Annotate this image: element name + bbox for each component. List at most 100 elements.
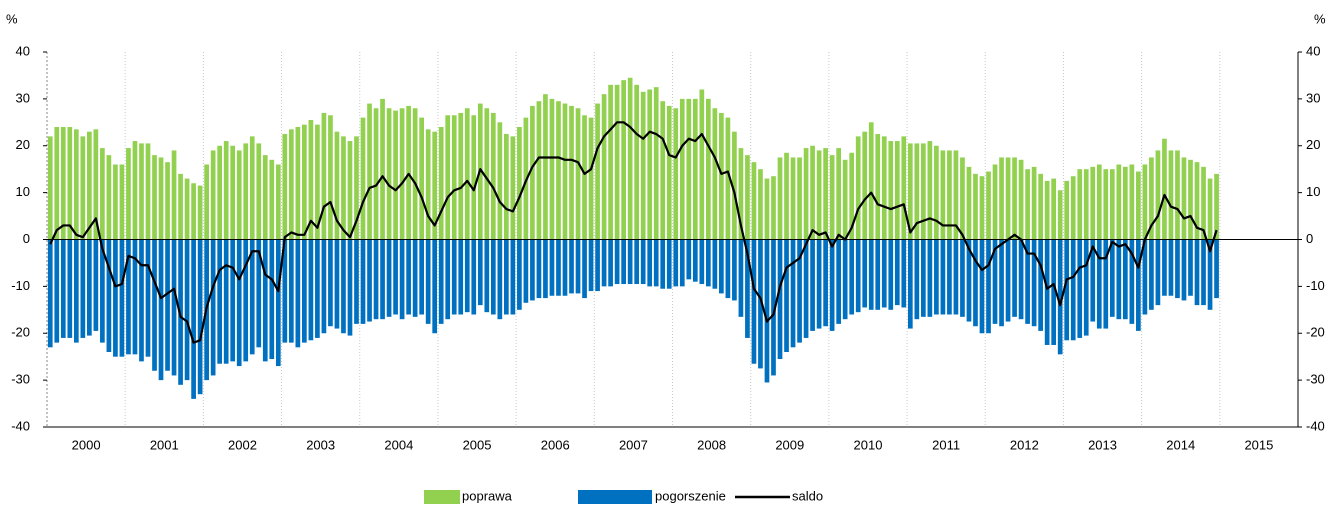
bar	[262, 155, 268, 240]
y-tick-label: -10	[11, 278, 30, 293]
bar	[608, 239, 613, 287]
bar	[536, 239, 542, 299]
bar	[699, 239, 705, 285]
bar	[1096, 239, 1102, 329]
bar	[191, 183, 196, 240]
bar	[816, 150, 822, 240]
bar	[80, 136, 86, 240]
bar	[165, 239, 170, 371]
bar	[100, 239, 105, 343]
bar	[881, 239, 887, 308]
bar	[484, 239, 490, 313]
bar	[464, 239, 470, 313]
bar	[1031, 166, 1037, 240]
bar	[536, 101, 542, 240]
x-tick-label: 2006	[541, 437, 570, 452]
bar	[113, 164, 118, 240]
bar	[275, 164, 281, 240]
bar	[399, 239, 405, 320]
legend-label: pogorszenie	[655, 488, 726, 503]
bar	[855, 136, 861, 240]
bar	[67, 127, 73, 240]
bar	[1116, 239, 1122, 320]
bar	[380, 239, 385, 320]
bar	[1155, 150, 1161, 240]
bar	[784, 152, 789, 240]
bar	[960, 239, 965, 317]
bar	[93, 129, 99, 240]
bar	[249, 239, 255, 355]
bar	[87, 239, 92, 336]
bar	[126, 239, 131, 355]
bar	[73, 239, 79, 343]
bar	[1214, 239, 1219, 299]
bar	[438, 127, 444, 240]
bar	[1070, 239, 1076, 341]
bar	[328, 115, 333, 240]
bar	[1018, 239, 1024, 320]
x-tick-label: 2002	[228, 437, 257, 452]
bar	[419, 117, 424, 240]
bar	[517, 127, 522, 240]
bar	[321, 112, 327, 240]
bar	[575, 239, 581, 294]
bar	[894, 239, 900, 306]
bar	[210, 150, 216, 240]
bar	[530, 105, 535, 240]
bar	[738, 148, 744, 240]
bar	[197, 185, 203, 240]
bar	[1103, 169, 1109, 240]
bar	[914, 239, 920, 320]
bar	[862, 131, 868, 240]
bar	[367, 239, 372, 322]
bar	[1175, 239, 1180, 299]
bar	[901, 239, 907, 308]
bar	[93, 239, 99, 331]
bar	[627, 77, 633, 240]
bar	[582, 239, 587, 299]
bar	[836, 148, 841, 240]
bar	[790, 157, 796, 240]
bar	[934, 239, 939, 315]
bar	[87, 131, 92, 240]
bar	[666, 239, 672, 289]
bar	[256, 143, 262, 240]
bar	[393, 110, 398, 240]
bar	[992, 239, 998, 324]
bar	[295, 127, 301, 240]
bar	[986, 171, 991, 240]
bar	[679, 239, 685, 287]
bar	[360, 117, 366, 240]
legend-label: poprawa	[462, 488, 513, 503]
bar	[1201, 239, 1206, 306]
bar	[1201, 166, 1206, 240]
bar	[171, 150, 177, 240]
bar	[178, 173, 183, 240]
bar	[158, 157, 164, 240]
bar	[940, 150, 946, 240]
bar	[692, 98, 698, 240]
bar	[634, 239, 640, 285]
bar	[425, 129, 431, 240]
bar	[784, 239, 789, 352]
bar	[184, 239, 190, 381]
bar	[810, 145, 815, 240]
bar	[966, 239, 972, 322]
bar	[640, 91, 646, 240]
bar	[73, 129, 79, 240]
bar	[210, 239, 216, 376]
x-tick-label: 2005	[463, 437, 492, 452]
y2-tick-label: -10	[1306, 278, 1325, 293]
bar	[275, 239, 281, 367]
y2-tick-label: -40	[1306, 418, 1325, 433]
y2-tick-label: 30	[1306, 90, 1320, 105]
bar	[197, 239, 203, 395]
bar	[712, 108, 718, 240]
bar	[829, 239, 835, 331]
bar	[953, 150, 959, 240]
bar	[921, 143, 926, 240]
bar	[1207, 178, 1213, 240]
bar	[907, 239, 913, 329]
bar	[54, 127, 60, 240]
